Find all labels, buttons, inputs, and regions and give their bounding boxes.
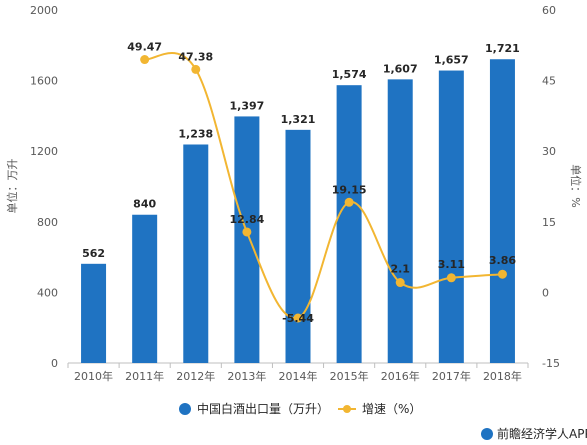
left-tick-label: 2000 — [30, 4, 58, 17]
growth-data-label: 3.11 — [438, 258, 465, 271]
growth-data-label: 49.47 — [127, 41, 162, 54]
left-tick-label: 1200 — [30, 145, 58, 158]
x-tick-label: 2010年 — [74, 369, 113, 383]
bar — [489, 59, 515, 363]
x-tick-label: 2018年 — [483, 369, 522, 383]
line-series — [140, 52, 507, 323]
right-tick-label: 15 — [542, 216, 556, 229]
bar-data-label: 840 — [133, 198, 156, 211]
growth-data-label: 2.1 — [390, 263, 410, 276]
bar-data-label: 1,657 — [434, 54, 469, 67]
growth-data-label: 3.86 — [489, 254, 516, 267]
bar — [81, 263, 107, 363]
x-tick-label: 2017年 — [432, 369, 471, 383]
x-tick-label: 2016年 — [381, 369, 420, 383]
bar-data-labels: 562 840 1,238 1,397 1,321 1,574 1,607 1,657 1,72… — [82, 42, 520, 260]
left-axis-ticks: 0 400 800 1200 1600 2000 — [30, 4, 58, 370]
bar-data-label: 1,721 — [485, 42, 520, 55]
bar-data-label: 1,321 — [281, 113, 316, 126]
legend-line-label: 增速（%） — [362, 402, 421, 416]
bar — [336, 85, 362, 364]
growth-point — [344, 197, 354, 207]
bar — [183, 144, 209, 363]
growth-data-label: 12.84 — [229, 213, 264, 226]
x-axis-ticks: 2010年 2011年 2012年 2013年 2014年 2015年 2016年 2017年… — [67, 363, 529, 383]
growth-data-label: 19.15 — [332, 183, 367, 196]
left-axis-title: 单位：万升 — [5, 159, 19, 214]
right-axis-ticks: -15 0 15 30 45 60 — [542, 4, 560, 370]
growth-point — [395, 278, 405, 288]
right-axis-title: 单位：% — [569, 164, 583, 207]
x-tick-label: 2013年 — [227, 369, 266, 383]
footer: 前瞻经济学人APP — [481, 426, 587, 441]
right-tick-label: 0 — [542, 286, 549, 299]
left-tick-label: 400 — [37, 286, 58, 299]
bar — [234, 116, 260, 363]
bar-data-label: 1,574 — [332, 68, 367, 81]
right-tick-label: 60 — [542, 4, 556, 17]
growth-point — [242, 227, 252, 237]
legend-line-dot — [343, 405, 351, 413]
bar — [387, 79, 413, 363]
line-data-labels: 49.47 47.38 12.84 -5.44 19.15 2.1 3.11 3.86 — [127, 41, 516, 325]
right-tick-label: 30 — [542, 145, 556, 158]
x-tick-label: 2015年 — [330, 369, 369, 383]
right-tick-label: -15 — [542, 357, 560, 370]
bar-series — [81, 59, 515, 364]
x-tick-label: 2014年 — [279, 369, 318, 383]
footer-text: 前瞻经济学人APP — [497, 426, 587, 441]
bar — [438, 70, 464, 364]
left-tick-label: 0 — [51, 357, 58, 370]
legend-bar-label: 中国白酒出口量（万升） — [197, 401, 329, 416]
left-tick-label: 1600 — [30, 75, 58, 88]
bar-data-label: 562 — [82, 247, 105, 260]
growth-point — [293, 313, 303, 323]
legend-bar-marker — [179, 403, 191, 415]
legend: 中国白酒出口量（万升） 增速（%） — [179, 401, 421, 416]
bar-data-label: 1,238 — [178, 127, 213, 140]
right-tick-label: 45 — [542, 75, 556, 88]
growth-data-label: 47.38 — [178, 50, 213, 63]
growth-line — [144, 52, 503, 320]
bar-data-label: 1,397 — [229, 99, 264, 112]
growth-point — [140, 55, 150, 65]
x-tick-label: 2012年 — [176, 369, 215, 383]
bar — [132, 214, 158, 363]
left-tick-label: 800 — [37, 216, 58, 229]
x-tick-label: 2011年 — [125, 369, 164, 383]
bar — [285, 129, 311, 363]
growth-point — [446, 273, 456, 283]
growth-point — [497, 269, 507, 279]
app-logo-icon — [481, 428, 493, 440]
growth-point — [191, 64, 201, 74]
growth-data-label: -5.44 — [282, 312, 314, 325]
bar-data-label: 1,607 — [383, 62, 418, 75]
